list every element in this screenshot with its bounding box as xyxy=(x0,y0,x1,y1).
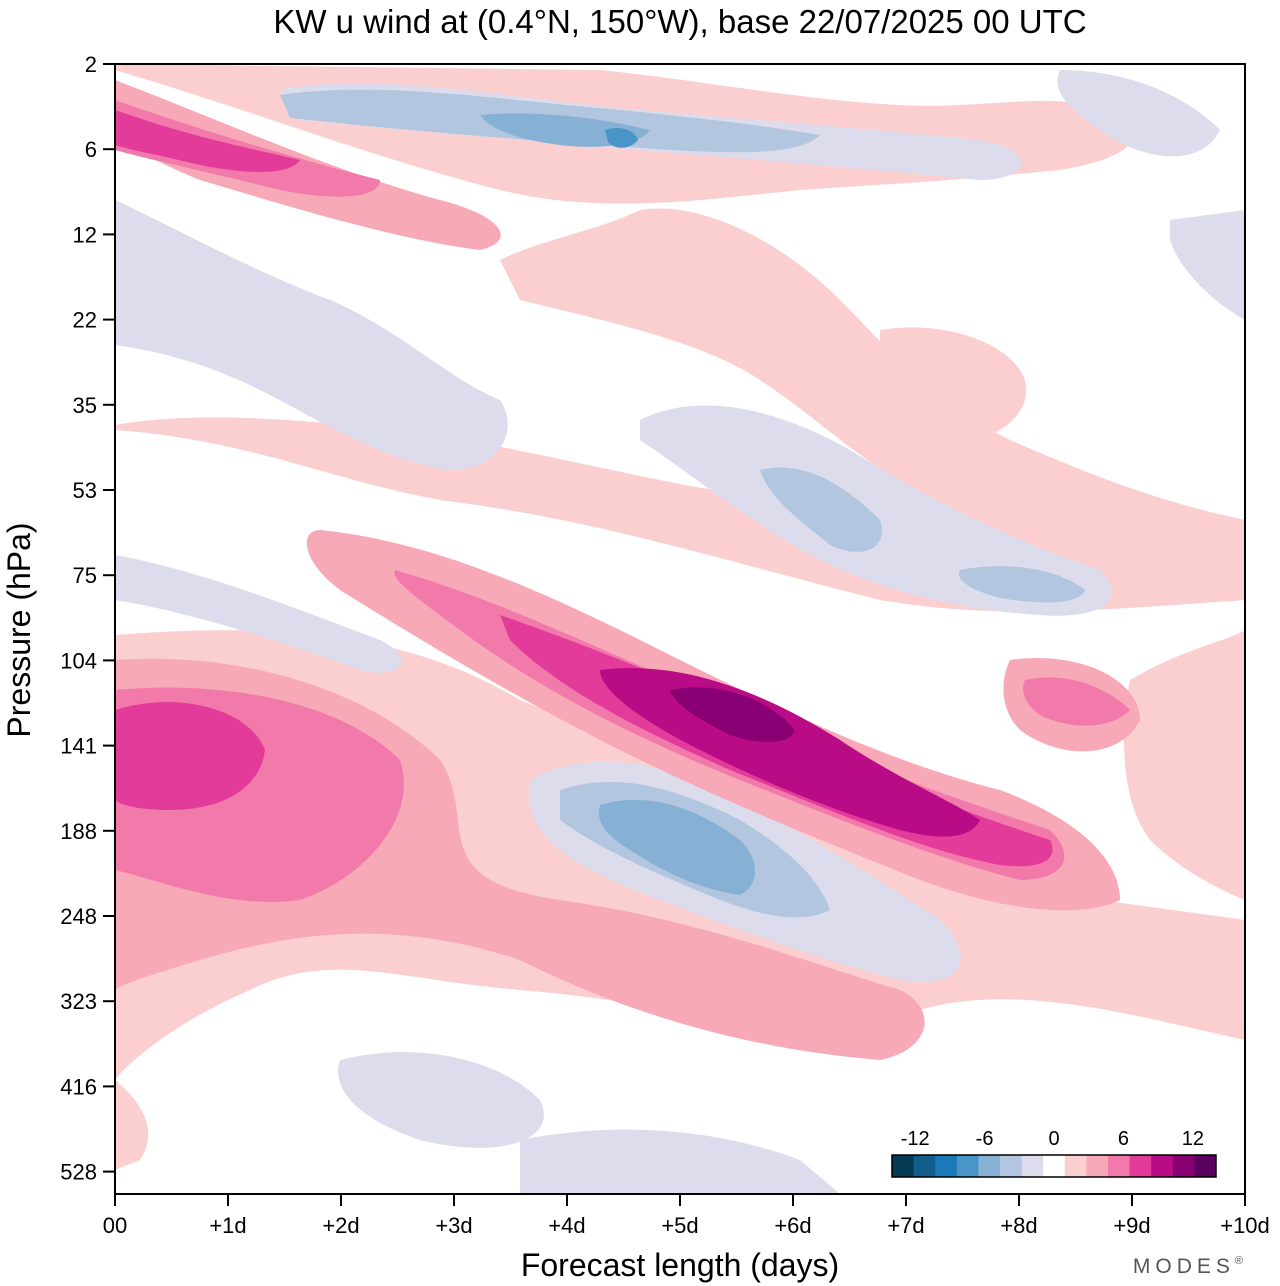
x-tick-label: +2d xyxy=(322,1213,359,1238)
contour-blue-1-mid xyxy=(640,405,1112,616)
y-tick-label: 75 xyxy=(73,563,97,588)
colorbar-swatch xyxy=(1172,1155,1195,1177)
brand-logo: MODES® xyxy=(1133,1255,1248,1278)
contour-blue-1-stratos xyxy=(115,555,402,673)
colorbar-swatch xyxy=(1043,1155,1066,1177)
x-tick-label: +5d xyxy=(661,1213,698,1238)
colorbar-swatch xyxy=(913,1155,936,1177)
colorbar-tick-label: 0 xyxy=(1048,1128,1059,1150)
x-tick-label: +10d xyxy=(1220,1213,1270,1238)
colorbar-swatch xyxy=(956,1155,979,1177)
y-tick-label: 12 xyxy=(73,222,97,247)
x-tick-label: +7d xyxy=(887,1213,924,1238)
chart-title: KW u wind at (0.4°N, 150°W), base 22/07/… xyxy=(273,3,1086,40)
y-tick-label: 248 xyxy=(60,904,97,929)
x-tick-label: +9d xyxy=(1113,1213,1150,1238)
colorbar-tick-label: -12 xyxy=(901,1128,930,1150)
colorbar-tick-label: 6 xyxy=(1118,1128,1129,1150)
x-axis-ticks: 00 +1d +2d +3d +4d +5d +6d +7d +8d +9d +10d xyxy=(103,1194,1270,1238)
contour-blue-2-right xyxy=(959,566,1085,603)
colorbar-swatch xyxy=(1064,1155,1087,1177)
contour-blue-1-bottom xyxy=(338,1052,544,1148)
colorbar-swatch xyxy=(1129,1155,1152,1177)
x-tick-label: +6d xyxy=(774,1213,811,1238)
contour-pink-1-far-right xyxy=(1124,630,1245,900)
contour-pink-1-left-bottom xyxy=(115,1080,149,1170)
contour-blue-1-left xyxy=(115,200,508,470)
contour-blue-1-bottom-right xyxy=(520,1129,840,1194)
brand-registered-mark: ® xyxy=(1235,1255,1248,1267)
colorbar-swatch xyxy=(1021,1155,1044,1177)
colorbar-swatch xyxy=(1086,1155,1109,1177)
colorbar-swatch xyxy=(1151,1155,1174,1177)
x-tick-label: +3d xyxy=(435,1213,472,1238)
colorbar-swatch xyxy=(935,1155,958,1177)
colorbar-tick-label: 12 xyxy=(1182,1128,1204,1150)
colorbar-swatch xyxy=(1194,1155,1217,1177)
contour-pink-4-block xyxy=(115,702,265,810)
colorbar-legend: -12 -6 0 6 12 xyxy=(891,1128,1217,1178)
contour-pink-3-right xyxy=(1023,677,1130,726)
x-axis-label: Forecast length (days) xyxy=(521,1247,839,1283)
x-tick-label: +4d xyxy=(548,1213,585,1238)
y-tick-label: 35 xyxy=(73,393,97,418)
brand-name: MODES xyxy=(1133,1255,1235,1278)
x-tick-label: 00 xyxy=(103,1213,127,1238)
colorbar-tick-label: -6 xyxy=(976,1128,994,1150)
contour-blue-4-upper xyxy=(605,128,638,148)
y-tick-label: 22 xyxy=(73,308,97,333)
colorbar-swatch xyxy=(978,1155,1001,1177)
y-tick-label: 2 xyxy=(85,52,97,77)
y-tick-label: 528 xyxy=(60,1160,97,1185)
y-tick-label: 53 xyxy=(73,478,97,503)
y-axis-ticks: 2 6 12 22 35 53 75 104 141 188 248 323 416 528 xyxy=(60,52,115,1185)
x-tick-label: +8d xyxy=(1000,1213,1037,1238)
y-tick-label: 323 xyxy=(60,989,97,1014)
colorbar-frame xyxy=(891,1154,1217,1178)
contour-blue-2-stratos xyxy=(760,467,882,552)
x-tick-label: +1d xyxy=(209,1213,246,1238)
y-tick-label: 141 xyxy=(60,734,97,759)
colorbar-swatch xyxy=(1108,1155,1131,1177)
contour-pink-6-core xyxy=(670,687,795,742)
contour-field xyxy=(115,64,1245,1194)
colorbar-swatch xyxy=(892,1155,915,1177)
y-tick-label: 104 xyxy=(60,648,97,673)
y-axis-label: Pressure (hPa) xyxy=(1,522,37,737)
colorbar-swatch xyxy=(1000,1155,1023,1177)
y-tick-label: 6 xyxy=(85,137,97,162)
contour-blue-1-top-right xyxy=(1057,70,1220,157)
contour-blue-1-right-mid xyxy=(1170,210,1245,320)
contour-blue-3-mid xyxy=(598,799,755,895)
contour-pink-4-top xyxy=(115,110,300,172)
y-tick-label: 416 xyxy=(60,1074,97,1099)
contour-pink-1-upper xyxy=(115,208,1245,612)
contour-pink-1-right xyxy=(880,327,1027,440)
y-tick-label: 188 xyxy=(60,819,97,844)
